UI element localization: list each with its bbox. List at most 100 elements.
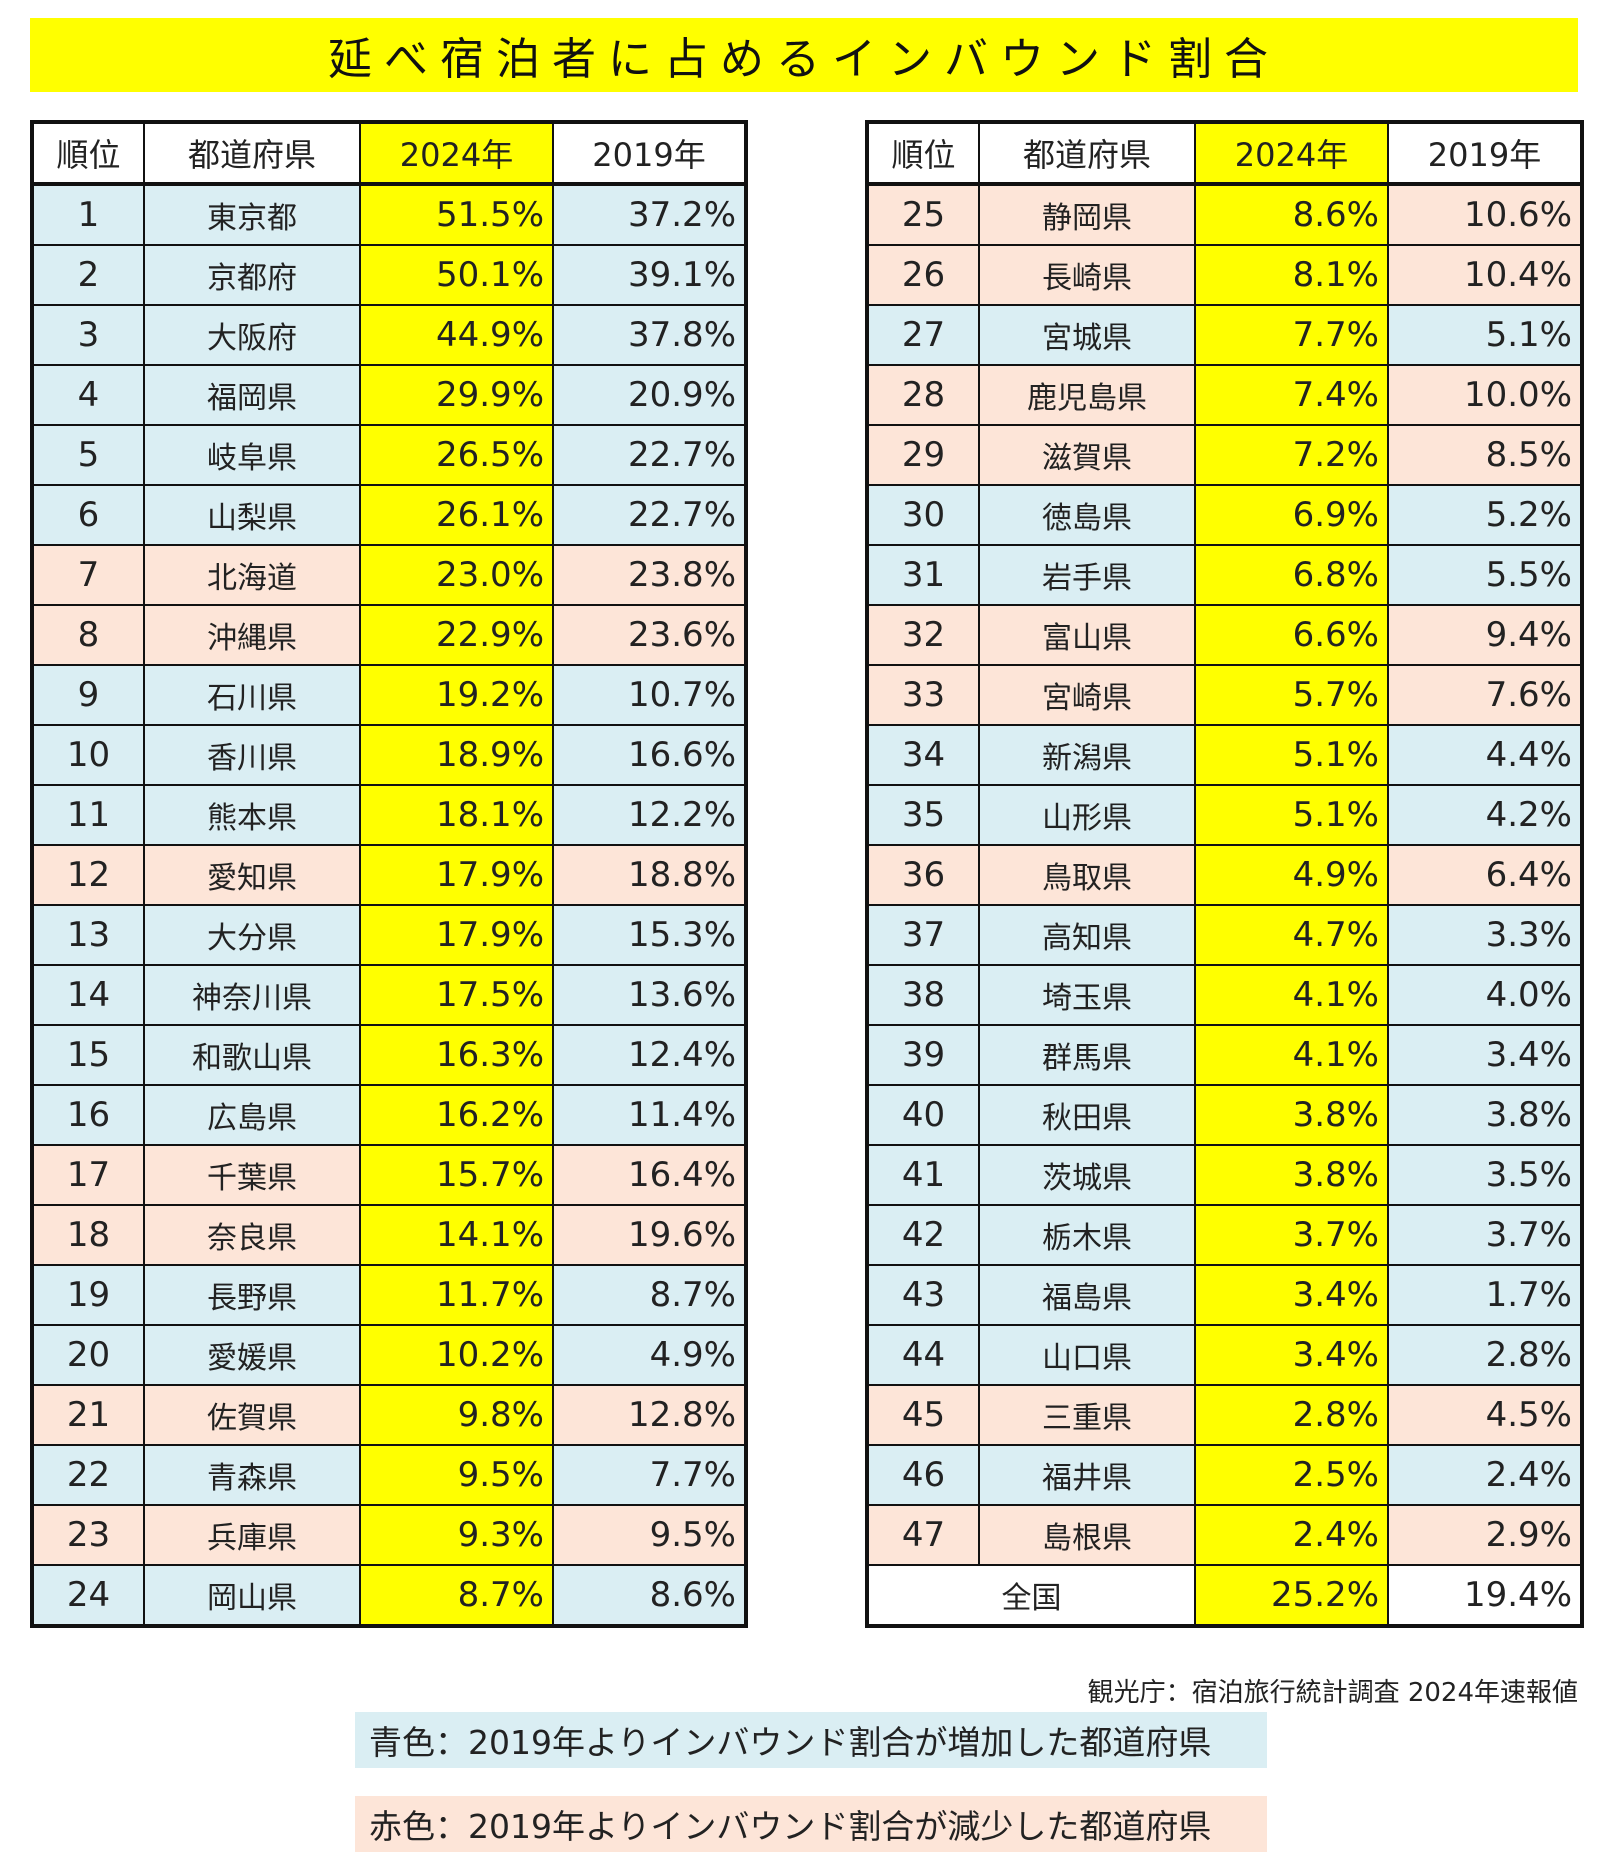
value-2024-cell: 29.9%: [359, 364, 554, 426]
ranking-table-right: 順位 都道府県 2024年 2019年 25 静岡県 8.6% 10.6% 26 長崎県 8.1% 1…: [865, 120, 1584, 1628]
prefecture-cell: 山梨県: [143, 484, 361, 546]
rank-cell: 11: [31, 784, 145, 846]
value-2019-cell: 11.4%: [552, 1084, 747, 1146]
rank-cell: 1: [31, 183, 145, 246]
value-2024-cell: 4.1%: [1194, 1024, 1389, 1086]
prefecture-cell: 宮城県: [978, 304, 1196, 366]
prefecture-cell: 福岡県: [143, 364, 361, 426]
prefecture-cell: 群馬県: [978, 1024, 1196, 1086]
value-2019-cell: 16.6%: [552, 724, 747, 786]
rank-cell: 16: [31, 1084, 145, 1146]
rank-cell: 40: [866, 1084, 980, 1146]
value-2024-cell: 3.7%: [1194, 1204, 1389, 1266]
prefecture-cell: 熊本県: [143, 784, 361, 846]
value-2024-cell: 4.7%: [1194, 904, 1389, 966]
rank-cell: 4: [31, 364, 145, 426]
value-2024-cell: 11.7%: [359, 1264, 554, 1326]
prefecture-cell: 京都府: [143, 244, 361, 306]
prefecture-cell: 大阪府: [143, 304, 361, 366]
prefecture-cell: 福島県: [978, 1264, 1196, 1326]
table-row: 17 千葉県 15.7% 16.4%: [31, 1144, 747, 1206]
value-2019-cell: 4.4%: [1387, 724, 1583, 786]
value-2019-cell: 37.2%: [552, 183, 747, 246]
table-row: 24 岡山県 8.7% 8.6%: [31, 1564, 747, 1627]
rank-cell: 24: [31, 1564, 145, 1627]
rank-cell: 15: [31, 1024, 145, 1086]
value-2019-cell: 37.8%: [552, 304, 747, 366]
value-2019-cell: 8.6%: [552, 1564, 747, 1627]
value-2019-cell: 12.2%: [552, 784, 747, 846]
rank-cell: 38: [866, 964, 980, 1026]
table-row: 28 鹿児島県 7.4% 10.0%: [866, 364, 1583, 426]
prefecture-cell: 東京都: [143, 183, 361, 246]
rank-cell: 10: [31, 724, 145, 786]
table-row: 8 沖縄県 22.9% 23.6%: [31, 604, 747, 666]
value-2019-cell: 2.8%: [1387, 1324, 1583, 1386]
rank-cell: 36: [866, 844, 980, 906]
value-2019-cell: 6.4%: [1387, 844, 1583, 906]
rank-cell: 31: [866, 544, 980, 606]
value-2019-cell: 1.7%: [1387, 1264, 1583, 1326]
value-2019-cell: 4.5%: [1387, 1384, 1583, 1446]
value-2024-cell: 6.8%: [1194, 544, 1389, 606]
rank-cell: 47: [866, 1504, 980, 1566]
header-prefecture: 都道府県: [978, 121, 1196, 186]
rank-cell: 14: [31, 964, 145, 1026]
prefecture-cell: 滋賀県: [978, 424, 1196, 486]
table-row: 16 広島県 16.2% 11.4%: [31, 1084, 747, 1146]
value-2019-cell: 23.8%: [552, 544, 747, 606]
value-2024-cell: 7.2%: [1194, 424, 1389, 486]
table-row: 4 福岡県 29.9% 20.9%: [31, 364, 747, 426]
value-2019-cell: 9.4%: [1387, 604, 1583, 666]
table-row: 20 愛媛県 10.2% 4.9%: [31, 1324, 747, 1386]
table-row: 40 秋田県 3.8% 3.8%: [866, 1084, 1583, 1146]
rank-cell: 2: [31, 244, 145, 306]
rank-cell: 32: [866, 604, 980, 666]
value-2019-cell: 7.6%: [1387, 664, 1583, 726]
value-2019-cell: 5.2%: [1387, 484, 1583, 546]
value-2024-cell: 17.9%: [359, 844, 554, 906]
value-2024-cell: 3.4%: [1194, 1264, 1389, 1326]
value-2019-cell: 5.5%: [1387, 544, 1583, 606]
rank-cell: 30: [866, 484, 980, 546]
rank-cell: 25: [866, 183, 980, 246]
rank-cell: 6: [31, 484, 145, 546]
prefecture-cell: 香川県: [143, 724, 361, 786]
source-note: 観光庁：宿泊旅行統計調査 2024年速報値: [1087, 1678, 1578, 1708]
prefecture-cell: 福井県: [978, 1444, 1196, 1506]
value-2024-cell: 15.7%: [359, 1144, 554, 1206]
value-2019-cell: 13.6%: [552, 964, 747, 1026]
rank-cell: 21: [31, 1384, 145, 1446]
rank-cell: 23: [31, 1504, 145, 1566]
value-2024-cell: 44.9%: [359, 304, 554, 366]
total-2024: 25.2%: [1194, 1564, 1389, 1627]
table-row: 7 北海道 23.0% 23.8%: [31, 544, 747, 606]
value-2024-cell: 5.7%: [1194, 664, 1389, 726]
prefecture-cell: 沖縄県: [143, 604, 361, 666]
table-row: 6 山梨県 26.1% 22.7%: [31, 484, 747, 546]
header-2019: 2019年: [552, 121, 747, 186]
table-row: 5 岐阜県 26.5% 22.7%: [31, 424, 747, 486]
prefecture-cell: 茨城県: [978, 1144, 1196, 1206]
rank-cell: 5: [31, 424, 145, 486]
table-row: 43 福島県 3.4% 1.7%: [866, 1264, 1583, 1326]
value-2019-cell: 9.5%: [552, 1504, 747, 1566]
value-2019-cell: 3.4%: [1387, 1024, 1583, 1086]
value-2019-cell: 3.8%: [1387, 1084, 1583, 1146]
table-row: 21 佐賀県 9.8% 12.8%: [31, 1384, 747, 1446]
rank-cell: 19: [31, 1264, 145, 1326]
value-2024-cell: 6.6%: [1194, 604, 1389, 666]
prefecture-cell: 岐阜県: [143, 424, 361, 486]
table-row: 39 群馬県 4.1% 3.4%: [866, 1024, 1583, 1086]
prefecture-cell: 鳥取県: [978, 844, 1196, 906]
total-label: 全国: [866, 1564, 1196, 1627]
rank-cell: 39: [866, 1024, 980, 1086]
rank-cell: 17: [31, 1144, 145, 1206]
value-2024-cell: 3.8%: [1194, 1084, 1389, 1146]
prefecture-cell: 佐賀県: [143, 1384, 361, 1446]
prefecture-cell: 静岡県: [978, 183, 1196, 246]
table-row: 32 富山県 6.6% 9.4%: [866, 604, 1583, 666]
rank-cell: 44: [866, 1324, 980, 1386]
rank-cell: 35: [866, 784, 980, 846]
value-2024-cell: 19.2%: [359, 664, 554, 726]
